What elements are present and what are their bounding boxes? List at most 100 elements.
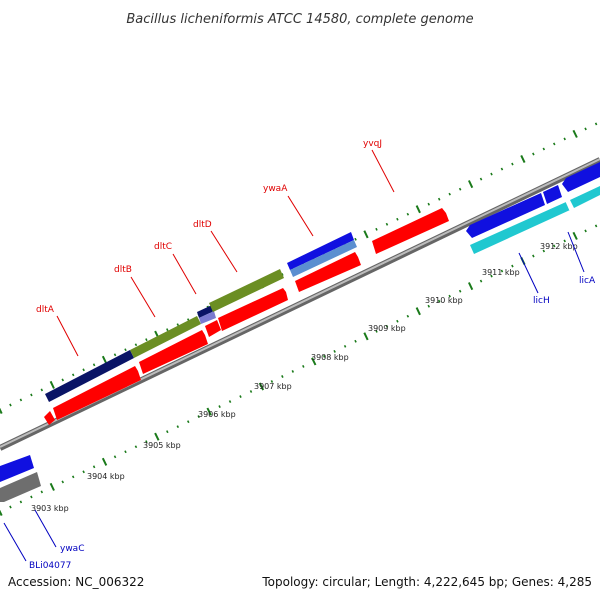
cds-arrow[interactable] <box>205 320 221 337</box>
minor-tick <box>302 364 305 368</box>
cds-arrow[interactable] <box>44 411 55 425</box>
licA-gene[interactable] <box>570 186 600 208</box>
kbp-label: 3908 kbp <box>311 353 349 362</box>
genome-summary-text: Topology: circular; Length: 4,222,645 bp… <box>261 575 592 589</box>
minor-tick <box>71 373 75 377</box>
gene-label-ywaC[interactable]: ywaC <box>60 544 85 554</box>
cds-arrow[interactable] <box>218 288 288 331</box>
minor-tick <box>19 500 23 504</box>
gene-label-yvqJ[interactable]: yvqJ <box>363 139 382 149</box>
gene-label-dltC[interactable]: dltC <box>154 242 172 252</box>
minor-tick <box>92 465 96 469</box>
minor-tick <box>354 339 357 343</box>
kbp-label: 3911 kbp <box>482 268 520 277</box>
operon-track <box>45 232 357 402</box>
minor-tick <box>406 212 410 216</box>
kbp-label: 3905 kbp <box>143 441 181 450</box>
minor-tick <box>406 314 410 318</box>
dltC-gene[interactable] <box>197 305 214 318</box>
minor-tick <box>113 353 117 357</box>
cds-arrow[interactable] <box>372 208 449 254</box>
gene-blue[interactable] <box>466 193 545 238</box>
minor-tick <box>134 343 138 347</box>
gene-label-dltA[interactable]: dltA <box>36 305 55 315</box>
minor-tick <box>500 167 504 171</box>
gene-label-BLi04077[interactable]: BLi04077 <box>29 561 71 571</box>
minor-tick <box>40 490 44 494</box>
cds-arrow[interactable] <box>139 330 208 374</box>
ywaC-gene[interactable] <box>0 472 41 502</box>
minor-tick <box>239 395 242 398</box>
major-tick <box>154 432 160 441</box>
gene-blue[interactable] <box>562 162 600 192</box>
BLi04077-gene[interactable] <box>0 455 34 482</box>
minor-tick <box>82 470 85 474</box>
minor-tick <box>40 388 44 392</box>
minor-tick <box>145 440 148 444</box>
minor-tick <box>354 237 357 241</box>
gene-label-dltB[interactable]: dltB <box>114 265 132 275</box>
minor-tick <box>552 142 556 146</box>
minor-tick <box>563 137 566 141</box>
cds-arrow[interactable] <box>295 252 361 292</box>
minor-tick <box>61 378 65 382</box>
minor-tick <box>532 152 535 156</box>
minor-tick <box>82 368 85 372</box>
minor-tick <box>333 349 336 353</box>
minor-tick <box>532 254 535 258</box>
dltA-gene[interactable] <box>45 350 134 402</box>
minor-tick <box>92 363 96 367</box>
gene-blue[interactable] <box>543 185 562 204</box>
minor-tick <box>145 338 148 342</box>
reverse-track-left <box>0 455 41 502</box>
ywaA-gene-lower[interactable] <box>290 240 357 277</box>
ywaA-gene[interactable] <box>287 232 354 270</box>
minor-tick <box>375 227 378 231</box>
minor-tick <box>396 217 399 221</box>
minor-tick <box>396 319 399 323</box>
minor-tick <box>584 127 587 131</box>
minor-tick <box>458 289 462 293</box>
minor-tick <box>594 122 598 126</box>
genome-backbone <box>0 157 600 451</box>
gene-label-ywaA[interactable]: ywaA <box>263 184 288 194</box>
minor-tick <box>511 264 514 268</box>
cds-arrow[interactable] <box>53 366 141 420</box>
gene-labels: dltA dltB dltC dltD ywaA yvqJ licH licA … <box>29 139 596 571</box>
dltD-gene[interactable] <box>209 269 284 312</box>
major-tick <box>520 154 526 164</box>
minor-tick <box>197 415 200 419</box>
minor-tick <box>322 354 326 358</box>
minor-tick <box>343 344 347 348</box>
kbp-label: 3910 kbp <box>425 296 463 305</box>
minor-tick <box>228 400 232 403</box>
minor-tick <box>594 224 598 228</box>
minor-tick <box>563 239 566 243</box>
minor-tick <box>427 304 431 308</box>
major-tick <box>467 180 474 189</box>
kbp-label: 3912 kbp <box>540 242 578 251</box>
minor-tick <box>30 495 33 499</box>
minor-tick <box>511 162 514 166</box>
minor-tick <box>479 177 483 181</box>
minor-tick <box>134 445 138 449</box>
gene-label-dltD[interactable]: dltD <box>193 220 212 230</box>
minor-tick <box>427 202 431 206</box>
licH-gene[interactable] <box>470 202 570 254</box>
kbp-label: 3903 kbp <box>31 504 69 513</box>
dltB-gene[interactable] <box>130 316 201 358</box>
minor-tick <box>30 393 33 397</box>
reverse-track-right <box>466 162 600 254</box>
major-tick <box>363 332 369 341</box>
gene-label-licA[interactable]: licA <box>579 276 596 286</box>
minor-tick <box>166 430 169 434</box>
kbp-label: 3909 kbp <box>368 324 406 333</box>
minor-tick <box>490 172 493 176</box>
major-tick <box>311 357 317 366</box>
dltC-gene-lower[interactable] <box>199 311 216 324</box>
major-tick <box>101 355 108 364</box>
major-tick <box>206 407 212 416</box>
gene-label-licH[interactable]: licH <box>533 296 550 306</box>
minor-tick <box>448 294 451 298</box>
